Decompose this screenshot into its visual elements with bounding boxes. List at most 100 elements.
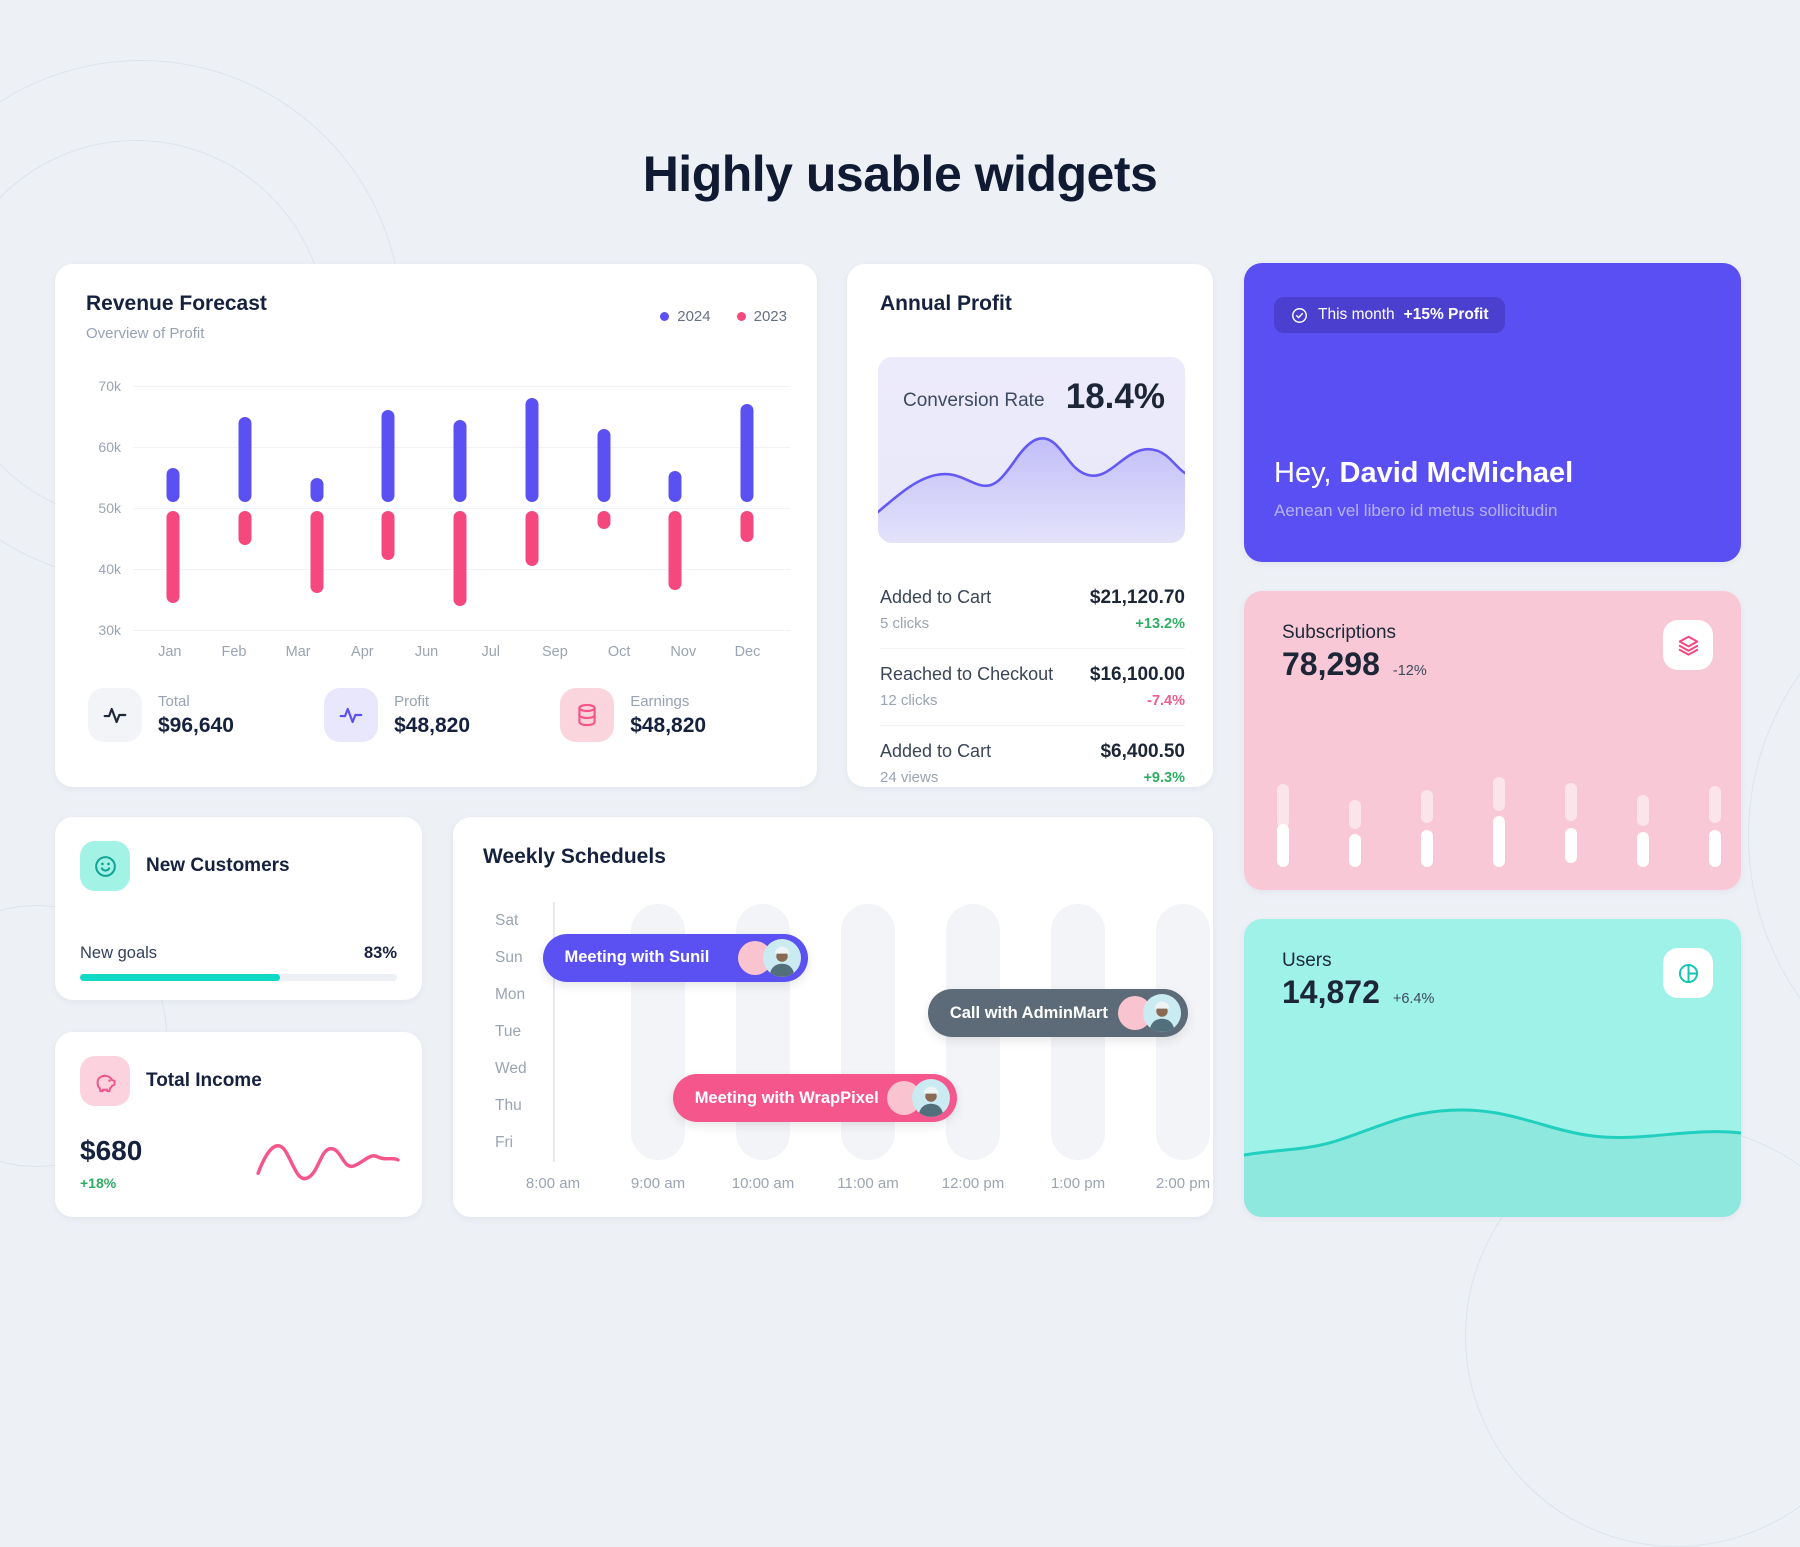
users-title: Users <box>1282 950 1332 971</box>
greeting-name: Hey, David McMichael <box>1274 457 1573 490</box>
x-tick-label: Mar <box>285 644 311 660</box>
database-icon <box>560 688 615 742</box>
stat-text: Earnings $48,820 <box>630 693 706 738</box>
bar-2023 <box>310 511 324 594</box>
subs-bar-light <box>1565 783 1577 821</box>
greeting-hello: Hey, <box>1274 457 1340 489</box>
revenue-bar-chart: 70k 60k 50k 40k 30k Jan Feb Mar Apr Jun Jul Sep Oct… <box>85 378 790 672</box>
day-label: Tue <box>495 1023 522 1040</box>
legend-label: 2024 <box>677 308 711 325</box>
new-customers-card: New Customers New goals 83% <box>55 817 422 1000</box>
funnel-row-left: Added to Cart 5 clicks <box>880 587 991 632</box>
legend-item-2024[interactable]: 2024 <box>660 308 711 325</box>
annual-title: Annual Profit <box>880 292 1012 315</box>
customers-title: New Customers <box>146 855 290 876</box>
legend-dot-icon <box>660 312 670 321</box>
funnel-sub: 12 clicks <box>880 692 938 709</box>
piggy-icon-box <box>80 1056 130 1106</box>
badge-bold: +15% Profit <box>1403 306 1489 323</box>
smiley-icon-box <box>80 841 130 891</box>
subs-bar-solid <box>1349 834 1361 867</box>
revenue-subtitle: Overview of Profit <box>86 325 205 342</box>
time-label: 8:00 am <box>525 1175 581 1192</box>
x-tick-label: Feb <box>221 644 247 660</box>
stat-earnings: Earnings $48,820 <box>560 688 796 742</box>
y-tick-label: 60k <box>98 439 121 455</box>
schedule-grid: Meeting with Sunil Call with AdminMart Mee… <box>542 902 1210 1162</box>
gridline <box>133 630 790 631</box>
y-tick-label: 70k <box>98 378 121 394</box>
gridline <box>133 386 790 387</box>
bar-2023 <box>597 511 611 530</box>
funnel-sub: 5 clicks <box>880 615 930 632</box>
schedule-event[interactable]: Meeting with WrapPixel <box>672 1074 957 1123</box>
time-label: 2:00 pm <box>1155 1175 1211 1192</box>
users-card: Users 14,872 +6.4% <box>1244 919 1741 1217</box>
goal-progress-fill <box>80 974 280 981</box>
bar-2024 <box>740 404 754 502</box>
x-tick-label: Dec <box>734 644 761 660</box>
subs-bar-solid <box>1637 832 1649 867</box>
event-label: Meeting with WrapPixel <box>694 1088 879 1107</box>
funnel-label: Added to Cart <box>880 587 992 607</box>
check-circle-icon <box>1292 307 1307 323</box>
funnel-delta: +9.3% <box>1143 770 1185 786</box>
piggy-bank-icon <box>96 1074 116 1092</box>
time-label: 11:00 am <box>837 1175 899 1192</box>
conversion-rate-panel: Conversion Rate 18.4% <box>878 357 1185 543</box>
funnel-value: $16,100.00 <box>1089 664 1185 685</box>
bar-2023 <box>381 511 395 560</box>
goal-percent: 83% <box>363 944 397 962</box>
bar-2024 <box>668 471 682 502</box>
subscriptions-value: 78,298 <box>1282 646 1380 682</box>
funnel-sub: 24 views <box>880 769 939 786</box>
subs-bar-solid <box>1565 828 1577 863</box>
weekly-schedule-card: Weekly Scheduels Sat Sun Mon Tue Wed Thu Fri M… <box>453 817 1213 1217</box>
smiley-icon <box>94 855 116 877</box>
stat-label: Earnings <box>630 692 690 710</box>
x-tick-label: Jul <box>481 644 501 660</box>
stat-total: Total $96,640 <box>88 688 324 742</box>
bar-2024 <box>310 477 324 502</box>
funnel-delta: -7.4% <box>1147 693 1185 709</box>
subscriptions-card: Subscriptions 78,298 -12% <box>1244 591 1741 890</box>
funnel-row: Added to Cart 24 views $6,400.50 +9.3% <box>880 725 1185 802</box>
users-wave-chart <box>1244 1108 1741 1217</box>
stat-label: Total <box>158 692 190 710</box>
subscriptions-title: Subscriptions <box>1282 622 1397 643</box>
schedule-event[interactable]: Meeting with Sunil <box>542 933 808 982</box>
revenue-plot <box>133 386 790 631</box>
funnel-row-left: Reached to Checkout 12 clicks <box>880 664 1053 709</box>
x-tick-label: Nov <box>670 644 697 660</box>
stat-value: $48,820 <box>394 713 471 737</box>
revenue-title: Revenue Forecast <box>86 292 267 315</box>
funnel-row-right: $21,120.70 +13.2% <box>1090 587 1185 632</box>
user-name: David McMichael <box>1339 457 1574 489</box>
bar-2023 <box>525 511 539 566</box>
subs-bar-solid <box>1277 824 1289 867</box>
schedule-day-axis: Sat Sun Mon Tue Wed Thu Fri <box>495 902 545 1162</box>
x-tick-label: Sep <box>542 644 568 660</box>
stat-label: Profit <box>394 692 430 710</box>
bar-2024 <box>525 398 539 502</box>
greeting-subtitle: Aenean vel libero id metus sollicitudin <box>1274 501 1558 520</box>
y-tick-label: 40k <box>98 561 121 577</box>
bar-2024 <box>166 468 180 502</box>
annual-rows-list: Added to Cart 5 clicks $21,120.70 +13.2% Rea… <box>880 572 1185 802</box>
conversion-rate-value: 18.4% <box>1065 377 1165 416</box>
attendee-avatar <box>911 1079 950 1118</box>
activity-icon <box>88 688 142 742</box>
funnel-row-right: $6,400.50 +9.3% <box>1100 741 1185 786</box>
page-title: Highly usable widgets <box>642 146 1158 202</box>
attendee-avatar <box>762 938 801 977</box>
revenue-x-axis: Jan Feb Mar Apr Jun Jul Sep Oct Nov Dec <box>133 644 790 664</box>
layers-icon-button[interactable] <box>1663 620 1713 670</box>
legend-item-2023[interactable]: 2023 <box>736 308 787 325</box>
bar-2023 <box>668 511 682 591</box>
x-tick-label: Apr <box>351 644 374 660</box>
pie-chart-icon-button[interactable] <box>1663 948 1713 998</box>
profit-badge: This month +15% Profit <box>1274 297 1505 333</box>
users-delta: +6.4% <box>1392 991 1435 1007</box>
schedule-event[interactable]: Call with AdminMart <box>927 989 1188 1038</box>
legend-label: 2023 <box>753 308 787 325</box>
